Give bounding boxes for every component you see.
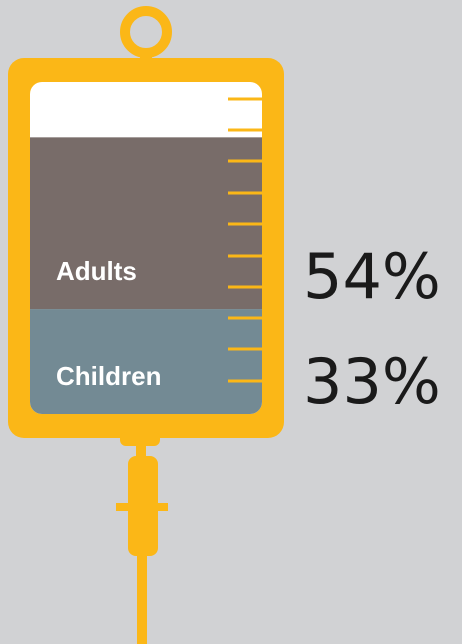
tube — [137, 550, 147, 644]
value-label: 33% — [303, 345, 441, 418]
segment-label: Adults — [56, 256, 137, 286]
segment-label: Children — [56, 361, 161, 391]
clamp — [116, 503, 168, 511]
bar-segment — [30, 309, 262, 414]
tube-top — [136, 444, 146, 460]
value-label: 54% — [303, 240, 441, 313]
bag-outlet — [120, 432, 160, 446]
fill — [30, 137, 262, 414]
scale-marks — [228, 97, 262, 383]
bar-segment — [30, 137, 262, 310]
